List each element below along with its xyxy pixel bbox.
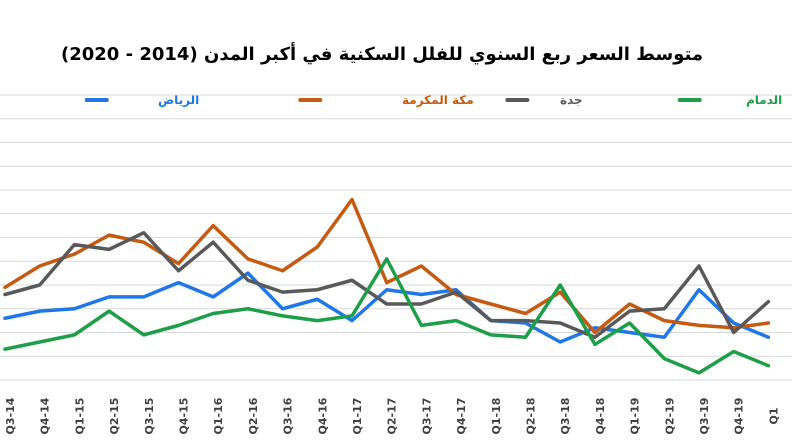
series-line-4: [3, 257, 771, 375]
series-lines: [3, 197, 771, 375]
legend-label: الدمام: [746, 93, 782, 108]
x-tick-label: Q3-18: [559, 398, 572, 435]
x-tick-label: Q3-19: [698, 398, 711, 435]
x-tick-label: Q1-17: [351, 398, 364, 435]
legend-label: مكة المكرمة: [402, 93, 474, 107]
x-tick-label: Q3-17: [420, 398, 433, 435]
x-tick-label: Q2-19: [663, 398, 676, 435]
chart-title: متوسط السعر ربع السنوي للفلل السكنية في …: [61, 42, 703, 65]
x-tick-label: Q3-14: [4, 397, 17, 434]
x-tick-label: Q4-15: [178, 398, 191, 435]
x-tick-label: Q3-15: [143, 398, 156, 435]
x-tick-label: Q2-17: [386, 398, 399, 435]
x-tick-label: Q1-16: [212, 397, 225, 434]
legend-label: جدة: [560, 93, 583, 107]
x-tick-label: Q4-19: [733, 398, 746, 435]
x-tick-label: Q4-16: [316, 397, 329, 434]
series-line-2: [3, 197, 771, 335]
x-tick-label: Q4-17: [455, 398, 468, 435]
x-tick-label: Q2-18: [525, 398, 538, 435]
x-tick-label: Q2-16: [247, 397, 260, 434]
x-tick-label: Q4-18: [594, 398, 607, 435]
x-tick-label: Q1-18: [490, 398, 503, 435]
x-tick-label: Q1-15: [73, 398, 86, 435]
x-tick-label: Q4-14: [39, 397, 52, 434]
series-line-3: [3, 231, 771, 339]
legend-label: الرياض: [158, 93, 199, 107]
legend: الرياض مكة المكرمة جدة الدمام: [84, 93, 782, 108]
x-tick-label: Q1-19: [629, 398, 642, 435]
x-tick-label: Q2-15: [108, 398, 121, 435]
x-tick-label: Q3-16: [282, 397, 295, 434]
x-tick-label: Q1: [767, 407, 780, 424]
x-axis-tick-labels: Q3-14 Q4-14 Q1-15 Q2-15 Q3-15 Q4-15 Q1-16 Q2-16…: [4, 397, 780, 434]
